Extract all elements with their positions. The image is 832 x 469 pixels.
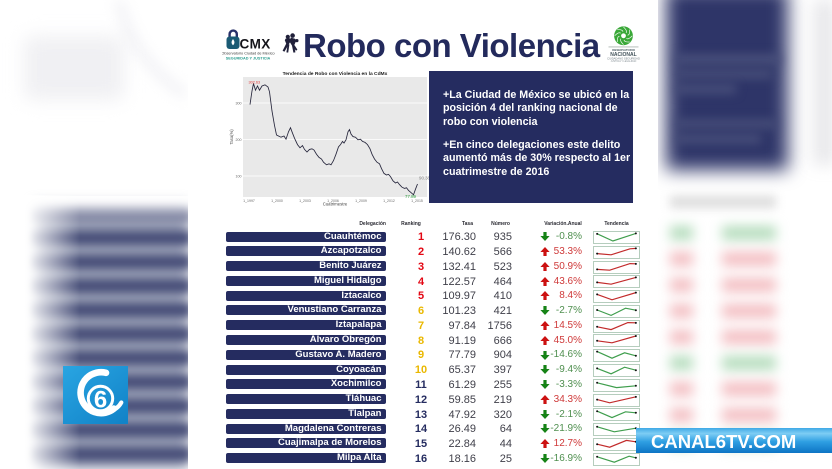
svg-text:1_1997: 1_1997 <box>243 199 255 203</box>
svg-text:300: 300 <box>236 102 242 106</box>
svg-text:6: 6 <box>94 387 107 414</box>
svg-text:JUSTICIA Y LEGALIDAD: JUSTICIA Y LEGALIDAD <box>611 60 637 63</box>
svg-text:CIUDADANO SEGURIDAD: CIUDADANO SEGURIDAD <box>607 56 640 60</box>
svg-text:200: 200 <box>236 138 242 142</box>
svg-text:1_2000: 1_2000 <box>271 199 283 203</box>
svg-text:90.38: 90.38 <box>419 176 431 181</box>
svg-text:CMX: CMX <box>240 37 271 52</box>
svg-text:100: 100 <box>236 175 242 179</box>
svg-text:1_2003: 1_2003 <box>299 199 311 203</box>
svg-text:77.89: 77.89 <box>405 194 417 199</box>
svg-text:1_2015: 1_2015 <box>411 199 423 203</box>
svg-text:Tasa(%): Tasa(%) <box>229 129 234 145</box>
svg-text:OBSERVATORIO: OBSERVATORIO <box>612 48 636 52</box>
svg-text:Cuatrimestre: Cuatrimestre <box>323 202 348 207</box>
svg-text:1_2006: 1_2006 <box>327 199 339 203</box>
svg-text:SEGURIDAD Y JUSTICIA: SEGURIDAD Y JUSTICIA <box>226 57 271 61</box>
svg-text:1_2012: 1_2012 <box>383 199 395 203</box>
svg-text:302.63: 302.63 <box>249 80 261 84</box>
svg-text:Observatorio Ciudad de México: Observatorio Ciudad de México <box>222 52 275 56</box>
svg-text:1_2009: 1_2009 <box>355 199 367 203</box>
svg-text:NACIONAL: NACIONAL <box>610 52 636 58</box>
